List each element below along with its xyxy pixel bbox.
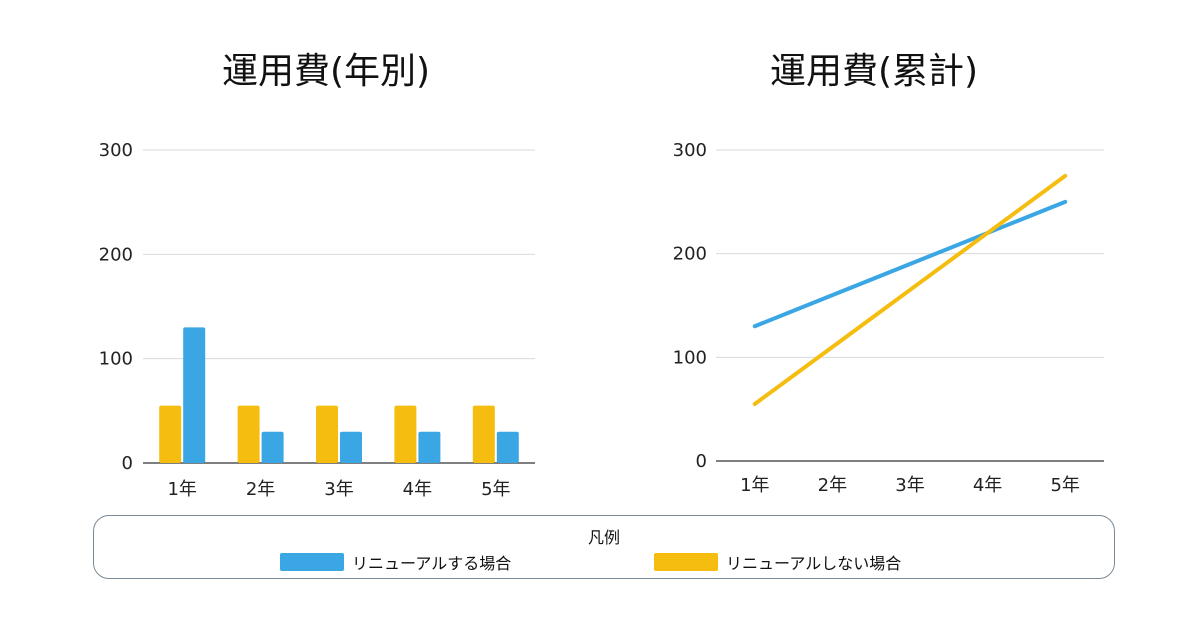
line-chart-y-tick-label: 100: [673, 347, 707, 368]
bar-no-renewal: [237, 405, 260, 463]
line-chart-x-tick-label: 5年: [1050, 475, 1079, 496]
line-series-renewal: [752, 199, 1068, 329]
line-series-no-renewal: [752, 173, 1068, 406]
legend-label-renewal: リニューアルする場合: [352, 554, 512, 573]
annual-cost-bar-chart: 0 100 200 300 1年 2年 3年 4年 5年: [99, 140, 535, 500]
bar-chart-x-tick-label: 1年: [167, 479, 196, 500]
legend-swatch-renewal: [280, 553, 344, 571]
bar-no-renewal: [159, 405, 182, 463]
line-chart-x-tick-label: 1年: [740, 475, 769, 496]
bar-no-renewal: [472, 405, 495, 463]
bar-chart-y-tick-label: 0: [122, 453, 133, 474]
legend-item-no-renewal: リニューアルしない場合: [654, 550, 901, 574]
line-chart-y-tick-label: 0: [696, 451, 707, 472]
legend-title: 凡例: [587, 528, 620, 547]
line-chart-title: 運用費(累計): [770, 51, 979, 92]
bar-renewal: [496, 431, 519, 463]
bar-no-renewal: [394, 405, 417, 463]
bar-renewal: [340, 431, 362, 463]
bar-chart-title: 運用費(年別): [222, 51, 431, 92]
line-chart-y-tick-label: 300: [673, 140, 707, 161]
bar-chart-y-tick-label: 300: [99, 140, 133, 161]
cumulative-cost-line-chart: 0 100 200 300 1年 2年 3年 4年 5年: [673, 140, 1104, 496]
line-chart-x-tick-label: 2年: [818, 475, 847, 496]
bar-chart-y-tick-label: 200: [99, 244, 133, 265]
bar-renewal: [261, 431, 284, 463]
legend-item-renewal: リニューアルする場合: [280, 550, 511, 574]
bar-chart-y-tick-label: 100: [99, 349, 133, 370]
bar-no-renewal: [316, 405, 338, 463]
bar-renewal: [418, 431, 441, 463]
bar-renewal: [183, 327, 206, 463]
legend-label-no-renewal: リニューアルしない場合: [726, 554, 902, 573]
bar-chart-x-tick-label: 5年: [481, 479, 510, 500]
line-chart-y-tick-label: 200: [673, 244, 707, 265]
bar-chart-x-tick-label: 4年: [403, 479, 432, 500]
line-chart-x-tick-label: 3年: [895, 475, 924, 496]
legend-swatch-no-renewal: [654, 553, 718, 571]
line-chart-x-tick-label: 4年: [973, 475, 1002, 496]
bar-chart-x-tick-label: 3年: [324, 479, 353, 500]
legend: 凡例 リニューアルする場合 リニューアルしない場合: [93, 515, 1115, 579]
bar-chart-x-tick-label: 2年: [246, 479, 275, 500]
